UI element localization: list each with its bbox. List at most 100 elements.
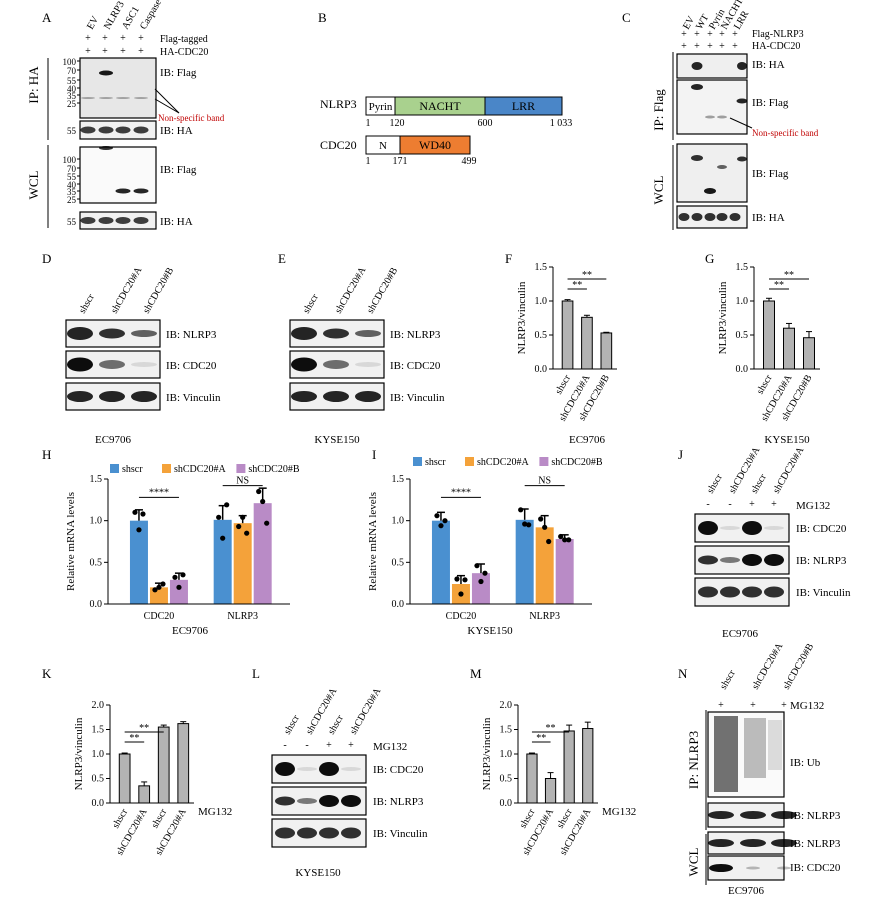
protein-band (698, 521, 718, 535)
domain-box (399, 135, 471, 155)
protein-band (742, 554, 762, 566)
plus-sign: + (85, 46, 91, 57)
mg132-sign: + (749, 499, 755, 510)
protein-band (115, 126, 131, 134)
data-point (562, 537, 568, 543)
panel-letter-I: I (372, 447, 376, 462)
group-label-ip: IP: NLRP3 (686, 731, 701, 789)
cell-line-caption: EC9706 (172, 625, 209, 637)
blot-label: IB: NLRP3 (166, 329, 217, 341)
blot-label: IB: CDC20 (796, 523, 847, 535)
group-label-ip: IP: Flag (651, 89, 666, 131)
protein-band (764, 554, 784, 566)
blot-label: IB: NLRP3 (796, 555, 847, 567)
legend-label: shscr (425, 457, 446, 468)
bar-shscr (157, 726, 170, 804)
residue-position: 171 (393, 156, 408, 167)
blot-ub (707, 711, 785, 798)
protein-band (717, 165, 727, 169)
protein-band (98, 126, 114, 134)
plus-sign: + (694, 41, 700, 52)
bar-shscr-CDC20 (129, 520, 148, 604)
protein-band (740, 839, 766, 847)
legend-label: shCDC20#B (248, 464, 299, 475)
ub-smear (744, 718, 766, 778)
bar-shCDC20#A-NLRP3 (535, 527, 554, 604)
data-point (136, 527, 142, 533)
lane-label: shCDC20#B (365, 265, 400, 315)
legend-swatch (162, 464, 171, 473)
plus-sign: + (681, 29, 687, 40)
y-tick-label: 0.5 (392, 557, 405, 568)
data-point (546, 538, 552, 545)
bar-shCDC20#B-NLRP3 (253, 503, 272, 604)
mw-marker: 55 (67, 126, 77, 136)
residue-position: 1 033 (550, 118, 573, 129)
y-tick-label: 1.5 (90, 474, 103, 485)
lane-label: shscr (326, 713, 346, 737)
lane-label: shCDC20#A (109, 265, 145, 316)
bar-shscr-NLRP3 (213, 519, 232, 604)
tag-label: HA-CDC20 (752, 41, 800, 52)
data-point (434, 513, 440, 519)
protein-band (704, 188, 716, 194)
lane-label: EV (85, 14, 102, 32)
mw-marker: 55 (67, 217, 77, 227)
data-point (152, 587, 158, 593)
protein-band (746, 866, 760, 870)
domain-label: WD40 (419, 138, 451, 152)
bar-shCDC20#A (783, 327, 795, 370)
plus-sign: + (707, 29, 713, 40)
lane-label: shCDC20#A (348, 686, 384, 737)
protein-band (764, 526, 784, 530)
legend-label: shCDC20#A (477, 457, 529, 468)
protein-band (291, 357, 317, 372)
y-tick-label: 0.0 (90, 599, 103, 610)
y-axis-label: NLRP3/vinculin (516, 281, 528, 354)
protein-band (131, 330, 157, 337)
mg132-sign: + (718, 700, 724, 711)
data-point (256, 488, 262, 495)
panel-letter-A: A (42, 10, 52, 25)
ub-smear (714, 716, 738, 792)
protein-band (99, 328, 125, 339)
protein-band (115, 188, 131, 194)
protein-band (291, 391, 317, 402)
sig-label: ** (784, 270, 794, 281)
lane-label: shCDC20#A (771, 445, 807, 496)
tag-label: HA-CDC20 (160, 47, 208, 58)
bar-shCDC20#A (582, 728, 594, 804)
y-axis-label: Relative mRNA levels (367, 492, 379, 591)
mw-marker: 70 (67, 66, 77, 76)
blot-ip-ha (676, 53, 748, 79)
legend-swatch (465, 457, 474, 466)
group-label-wcl: WCL (651, 176, 666, 205)
mw-marker: 55 (67, 76, 77, 86)
chart-F (561, 300, 613, 370)
protein-band (291, 327, 317, 340)
protein-band (99, 391, 125, 402)
panel-letter-E: E (278, 251, 286, 266)
panel-letter-N: N (678, 666, 688, 681)
lane-label: shCDC20#A (333, 265, 369, 316)
sig-label: **** (149, 487, 169, 498)
protein-band (275, 827, 295, 839)
x-tick-label: CDC20 (144, 611, 175, 622)
y-tick-label: 1.5 (535, 262, 548, 273)
plus-sign: + (138, 33, 144, 44)
bar-shCDC20#B-NLRP3 (555, 539, 574, 604)
sig-label: ** (129, 733, 139, 744)
residue-position: 120 (390, 118, 405, 129)
protein-band (777, 866, 791, 870)
plus-sign: + (102, 46, 108, 57)
protein-band (134, 97, 148, 99)
protein-band (99, 360, 125, 369)
data-point (264, 520, 270, 526)
panel-letter-M: M (470, 666, 482, 681)
protein-band (742, 586, 762, 598)
mg132-sign: - (728, 499, 731, 510)
mg132-label: MG132 (790, 700, 824, 712)
nonspecific-label: Non-specific band (158, 113, 225, 123)
y-tick-label: 1.0 (535, 296, 548, 307)
plus-sign: + (707, 41, 713, 52)
